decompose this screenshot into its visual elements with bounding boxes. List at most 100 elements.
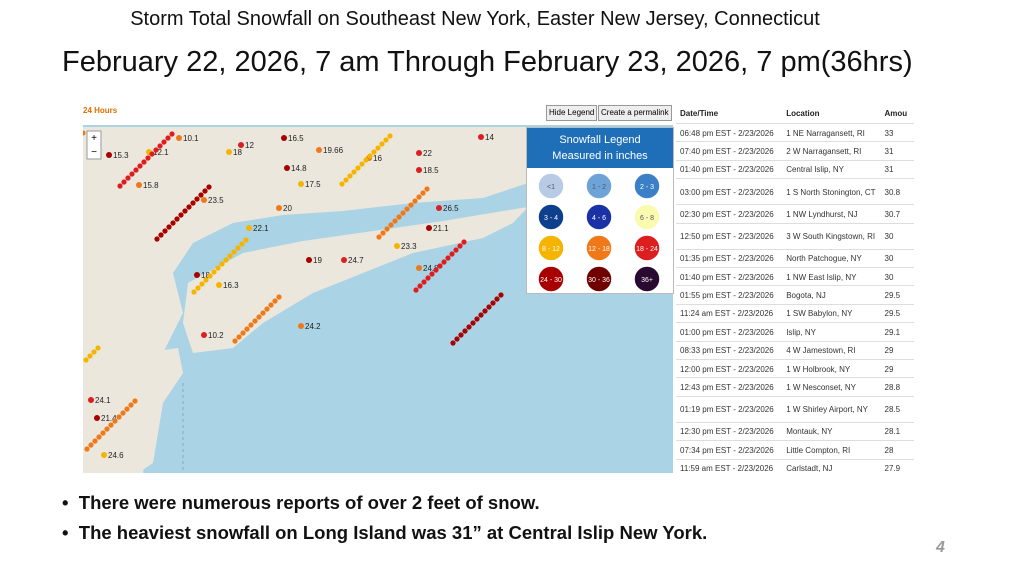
report-dot [441,259,447,265]
report-dot [466,324,472,330]
report-dot [236,334,242,340]
report-dot [298,323,304,329]
legend: Snowfall Legend Measured in inches <1 1 - … [526,127,674,294]
table-cell: 1 W Holbrook, NY [786,364,851,374]
zoom-control[interactable] [86,130,102,160]
report-dot [341,257,347,263]
report-label: 24.7 [348,256,364,265]
report-dot [182,208,188,214]
table-row: 07:34 pm EST - 2/23/2026 Little Compton, … [676,440,914,459]
table-header: Date/Time Location Amou [676,103,914,123]
report-dot [145,155,151,161]
report-dot [162,228,168,234]
report-dot [92,438,98,444]
table-cell: 30 [884,232,894,242]
report-dot [383,137,389,143]
staten-island [138,348,183,473]
table-cell: 29.1 [884,327,901,337]
report-dot [408,202,414,208]
legend-swatch [585,234,613,262]
zoom-out[interactable]: − [91,147,97,158]
report-dot [367,153,373,159]
report-dot [351,169,357,175]
report-dot [429,271,435,277]
table-cell: 30 [884,254,894,264]
report-dot [433,267,439,273]
report-dot [424,186,430,192]
report-dot [96,434,102,440]
report-dot [87,353,93,359]
report-dot [494,296,500,302]
legend-swatch [633,203,661,231]
column-header: Location [786,108,820,118]
report-dot [445,255,451,261]
report-dot [83,357,89,363]
long-island [183,207,528,353]
report-dot [137,163,143,169]
report-dot [470,320,476,326]
report-dot [149,151,155,157]
table-cell: 30.7 [884,209,901,219]
bullet: • There were numerous reports of over 2 … [62,492,540,513]
report-label: 26.5 [443,204,459,213]
report-dot [392,218,398,224]
table-row: 01:40 pm EST - 2/23/2026 1 NW East Islip,… [676,267,914,286]
permalink-button[interactable]: Create a permalink [598,105,672,121]
report-dot [272,298,278,304]
report-dot [420,190,426,196]
report-dot [413,287,419,293]
table-cell: 01:35 pm EST - 2/23/2026 [680,254,774,264]
table-cell: 01:55 pm EST - 2/23/2026 [680,291,774,301]
table-cell: North Patchogue, NY [786,254,862,264]
table-cell: 1 S North Stonington, CT [786,187,876,197]
report-dot [416,150,422,156]
report-label: 23.5 [208,196,224,205]
report-dot [474,316,480,322]
report-dot [211,269,217,275]
report-dot [412,198,418,204]
report-dot [281,135,287,141]
report-dot [194,272,200,278]
report-dot [394,243,400,249]
report-dot [359,161,365,167]
table-row: 07:40 pm EST - 2/23/2026 2 W Narragansett… [676,141,914,160]
report-dot [124,406,130,412]
report-dot [454,336,460,342]
table-row: 11:59 am EST - 2/23/2026 Carlstadt, NJ 27.… [676,458,914,473]
report-dot [226,149,232,155]
report-label: 16 [373,154,382,163]
report-dot [256,314,262,320]
hide-legend-button[interactable]: Hide Legend [546,105,598,121]
legend-swatch [585,203,613,231]
report-dot [136,182,142,188]
bullet: • The heaviest snowfall on Long Island w… [62,522,708,543]
report-dot [84,446,90,452]
report-dot [450,340,456,346]
report-dot [416,265,422,271]
report-dot [216,282,222,288]
report-label: 22 [423,149,432,158]
report-dot [219,261,225,267]
table-row: 12:50 pm EST - 2/23/2026 3 W South Kingst… [676,222,914,250]
table-cell: 12:00 pm EST - 2/23/2026 [680,364,774,374]
report-dot [88,397,94,403]
report-dot [166,224,172,230]
table-cell: Central Islip, NY [786,165,844,175]
report-dot [240,330,246,336]
table-cell: 01:19 pm EST - 2/23/2026 [680,405,774,415]
legend-label: 30 - 36 [588,277,610,284]
report-dot [232,338,238,344]
legend-swatch [537,172,565,200]
report-dot [260,310,266,316]
legend-label: 18 - 24 [636,246,658,253]
report-dot [178,212,184,218]
table-cell: 29 [884,346,894,356]
report-dot [198,192,204,198]
legend-label: 6 - 8 [640,215,654,222]
table-cell: 07:34 pm EST - 2/23/2026 [680,445,774,455]
legend-label: 1 - 2 [592,184,606,191]
report-dot [355,165,361,171]
zoom-in[interactable]: + [91,133,97,144]
report-dot [170,220,176,226]
